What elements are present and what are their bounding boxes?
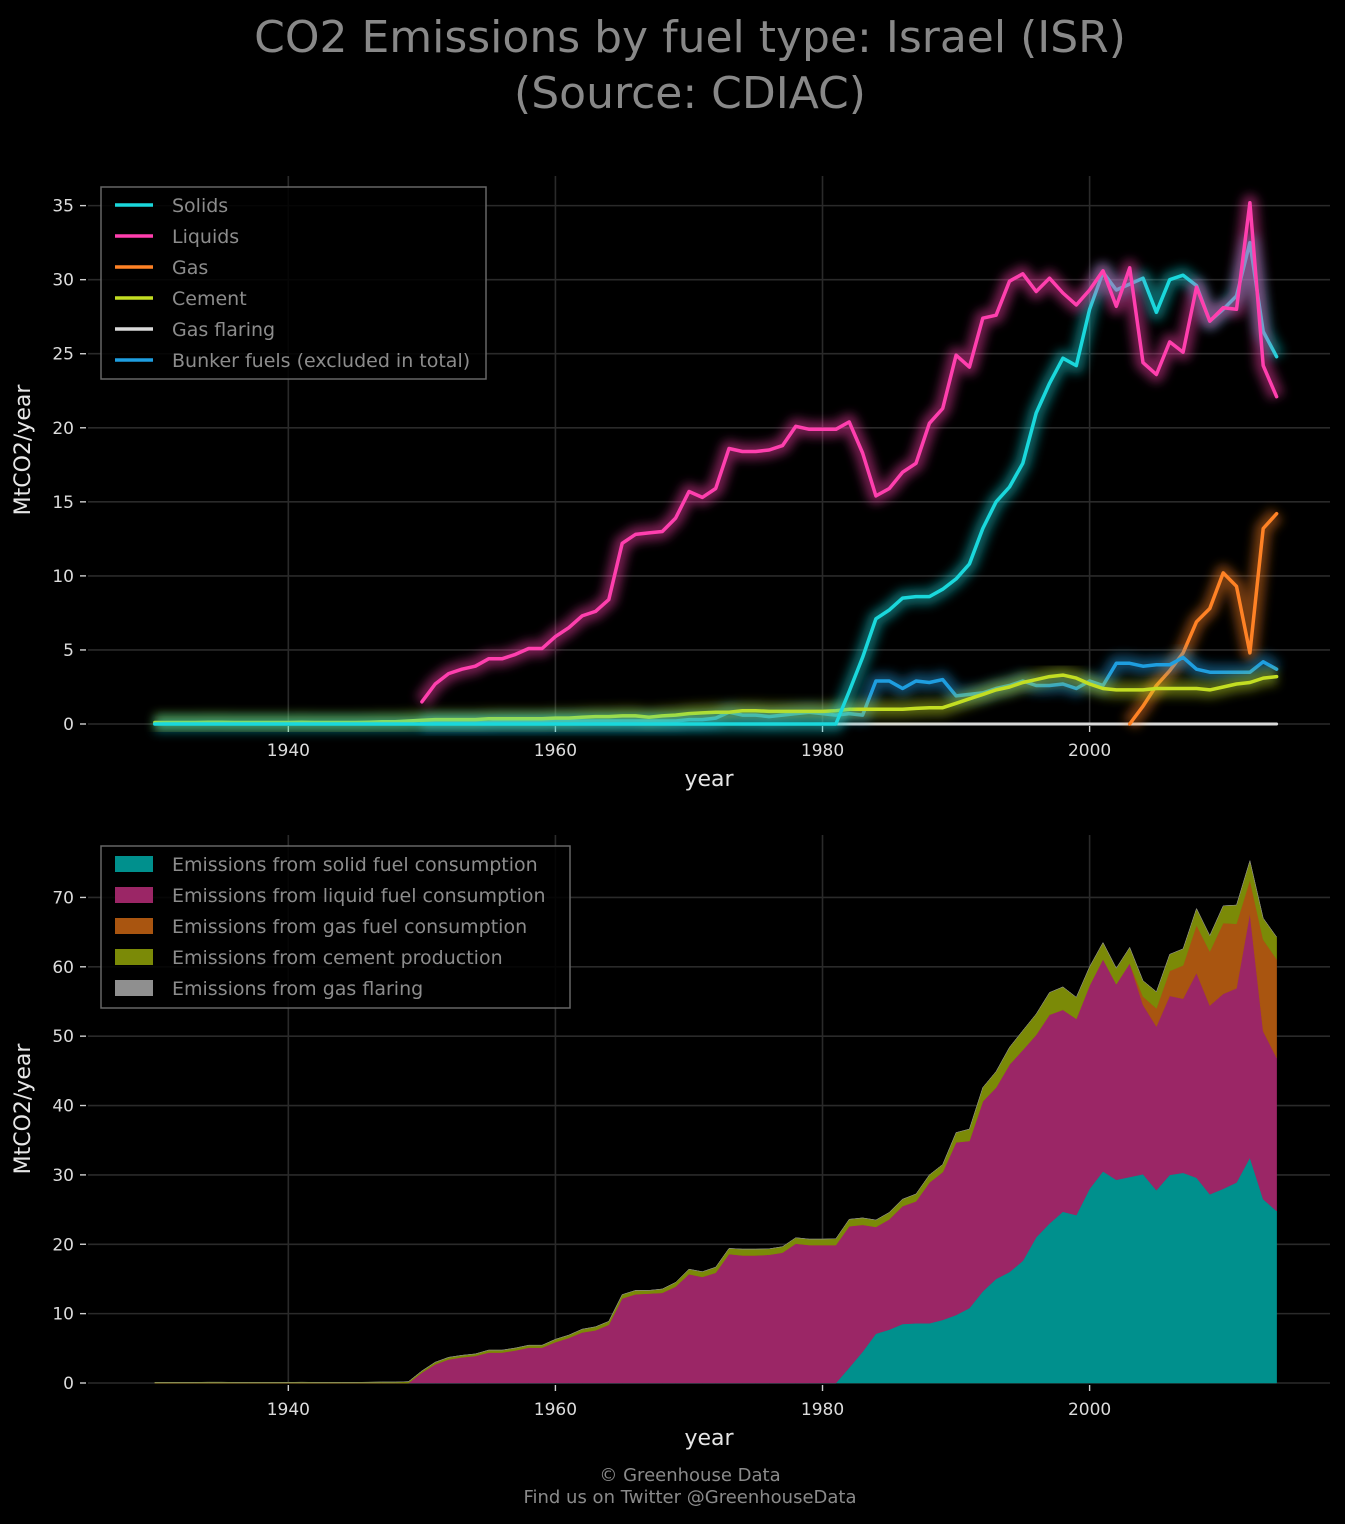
y-tick-label: 40 — [52, 1097, 74, 1117]
x-tick-label: 1940 — [267, 1400, 310, 1420]
y-tick-label: 10 — [52, 1305, 74, 1325]
x-tick-label: 2000 — [1068, 741, 1111, 761]
legend-label: Gas flaring — [172, 319, 275, 341]
y-tick-label: 50 — [52, 1027, 74, 1047]
legend-swatch — [115, 949, 153, 965]
y-tick-label: 0 — [63, 715, 74, 735]
legend-box — [100, 845, 571, 1009]
line-series-group — [153, 194, 1284, 732]
footer: © Greenhouse Data Find us on Twitter @Gr… — [0, 1465, 1345, 1509]
title-line-2: (Source: CDIAC) — [514, 68, 866, 119]
y-tick-label: 35 — [52, 197, 74, 217]
legend-swatch — [115, 918, 153, 934]
y-tick-label: 20 — [52, 419, 74, 439]
series-glow-cement — [154, 667, 1278, 731]
y-axis-label: MtCO2/year — [11, 384, 36, 516]
x-tick-label: 1960 — [534, 1400, 577, 1420]
legend-swatch — [115, 980, 153, 996]
y-tick-label: 25 — [52, 345, 74, 365]
y-tick-label: 5 — [63, 641, 74, 661]
x-axis-label: year — [684, 1426, 734, 1451]
footer-twitter: Find us on Twitter @GreenhouseData — [523, 1487, 857, 1508]
y-tick-label: 30 — [52, 1166, 74, 1186]
legend-label: Emissions from liquid fuel consumption — [172, 885, 546, 907]
x-tick-label: 1980 — [801, 741, 844, 761]
y-tick-label: 0 — [63, 1374, 74, 1394]
legend-label: Emissions from cement production — [172, 947, 503, 969]
legend-box — [100, 186, 487, 380]
legend-label: Emissions from gas fuel consumption — [172, 916, 527, 938]
area-series-group — [154, 859, 1277, 1384]
legend-swatch — [115, 887, 153, 903]
y-tick-label: 60 — [52, 958, 74, 978]
legend-1: Solids Liquids Gas Cement Gas flaring Bunker … — [100, 186, 487, 380]
legend-label: Liquids — [172, 226, 239, 248]
series-line-liquids — [420, 200, 1279, 704]
x-tick-label: 1940 — [267, 741, 310, 761]
legend-label: Emissions from solid fuel consumption — [172, 854, 538, 876]
footer-copyright: © Greenhouse Data — [599, 1465, 781, 1486]
x-tick-label: 1960 — [534, 741, 577, 761]
legend-2: Emissions from solid fuel consumption Emi… — [100, 845, 571, 1009]
x-tick-label: 1980 — [801, 1400, 844, 1420]
y-tick-label: 70 — [52, 888, 74, 908]
legend-label: Solids — [172, 195, 228, 217]
y-tick-label: 15 — [52, 493, 74, 513]
x-tick-label: 2000 — [1068, 1400, 1111, 1420]
legend-label: Bunker fuels (excluded in total) — [172, 350, 470, 372]
legend-label: Emissions from gas flaring — [172, 978, 423, 1000]
legend-label: Cement — [172, 288, 247, 310]
legend-label: Gas — [172, 257, 208, 279]
x-axis-label: year — [684, 767, 734, 792]
y-axis-label: MtCO2/year — [11, 1043, 36, 1175]
y-tick-label: 20 — [52, 1235, 74, 1255]
y-tick-label: 10 — [52, 567, 74, 587]
chart-title: CO2 Emissions by fuel type: Israel (ISR)… — [0, 10, 1345, 122]
title-line-1: CO2 Emissions by fuel type: Israel (ISR) — [254, 12, 1126, 63]
area-gas-flaring — [154, 859, 1277, 1383]
legend-swatch — [115, 856, 153, 872]
y-tick-label: 30 — [52, 271, 74, 291]
series-line-solids — [153, 240, 1279, 726]
